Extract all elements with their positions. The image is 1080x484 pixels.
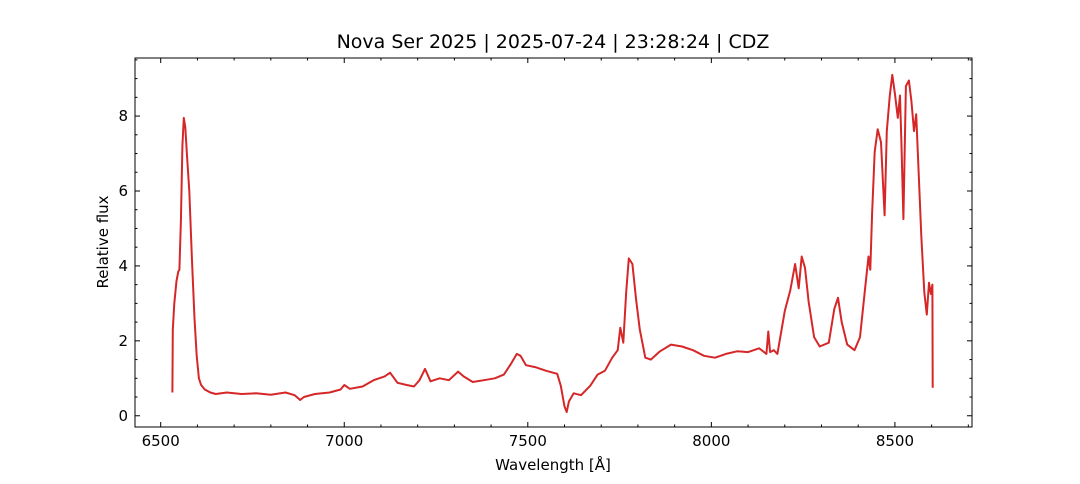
plot-area <box>171 73 934 413</box>
y-tick-label: 8 <box>118 107 128 125</box>
plot-frame <box>134 57 973 428</box>
y-axis-label: Relative flux <box>94 195 112 288</box>
x-axis-label: Wavelength [Å] <box>495 455 611 474</box>
y-tick-label: 0 <box>118 407 128 425</box>
x-tick-label: 7500 <box>509 432 547 450</box>
axis-ticks: 6500 7000 7500 8000 8500 0 2 4 6 8 <box>118 58 972 450</box>
x-tick-label: 8500 <box>876 432 914 450</box>
x-tick-label: 7000 <box>325 432 363 450</box>
x-tick-label: 8000 <box>692 432 730 450</box>
y-tick-label: 6 <box>118 182 128 200</box>
x-tick-label: 6500 <box>142 432 180 450</box>
y-tick-label: 4 <box>118 257 128 275</box>
y-tick-label: 2 <box>118 332 128 350</box>
chart-title: Nova Ser 2025 | 2025-07-24 | 23:28:24 | … <box>337 31 770 53</box>
spectrum-line-0 <box>171 73 934 413</box>
